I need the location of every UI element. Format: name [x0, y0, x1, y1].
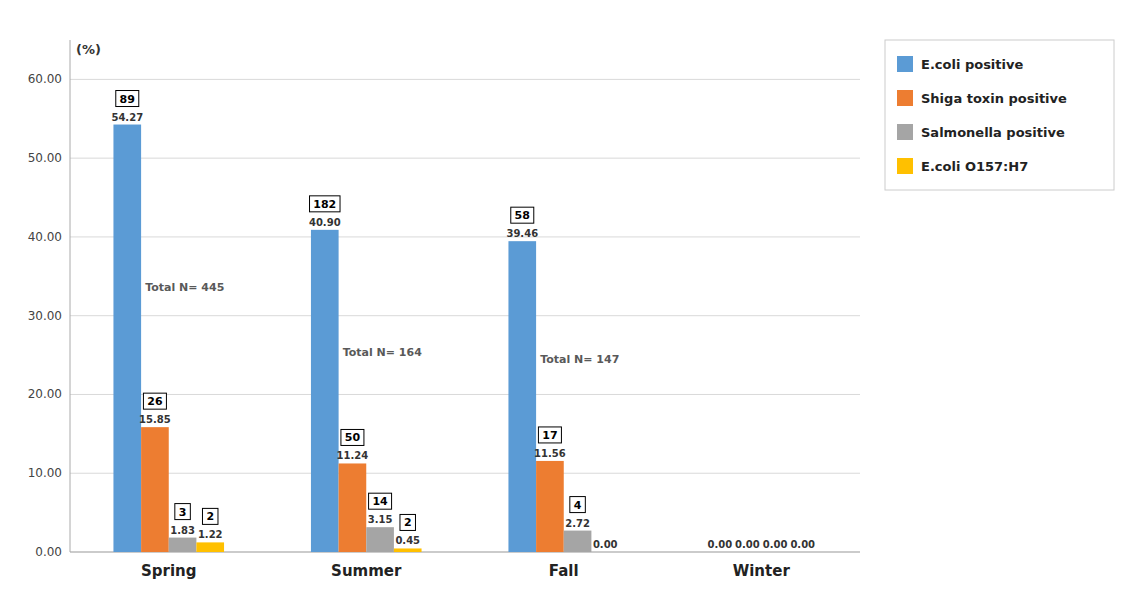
count-box — [116, 91, 139, 107]
y-tick-label: 30.00 — [28, 309, 62, 323]
y-tick-label: 40.00 — [28, 230, 62, 244]
legend-swatch — [897, 56, 913, 72]
bar — [311, 230, 339, 552]
count-label: 50 — [345, 431, 361, 444]
y-tick-label: 50.00 — [28, 151, 62, 165]
legend-swatch — [897, 158, 913, 174]
count-box — [400, 514, 416, 530]
legend-swatch — [897, 90, 913, 106]
bar — [113, 125, 141, 552]
legend-frame — [885, 40, 1114, 190]
count-box — [310, 196, 341, 212]
value-label: 39.46 — [506, 228, 538, 239]
bar — [394, 548, 422, 552]
y-tick-label: 0.00 — [35, 545, 62, 559]
x-tick-label: Summer — [331, 562, 402, 580]
bar — [706, 552, 734, 553]
grid-line — [70, 473, 860, 474]
count-label: 58 — [515, 209, 530, 222]
y-tick-label: 20.00 — [28, 387, 62, 401]
y-label: (%) — [76, 42, 101, 57]
count-box — [511, 207, 534, 223]
count-box — [369, 493, 392, 509]
bar — [339, 463, 367, 552]
count-box — [538, 427, 561, 443]
count-box — [202, 508, 218, 524]
bar — [169, 538, 197, 552]
value-label: 1.83 — [170, 525, 195, 536]
value-label: 11.56 — [534, 448, 566, 459]
x-tick-label: Spring — [141, 562, 197, 580]
y-tick-label: 10.00 — [28, 466, 62, 480]
count-box — [570, 497, 586, 513]
bar — [564, 531, 592, 552]
value-label: 0.00 — [790, 539, 815, 550]
bar — [366, 527, 394, 552]
value-label: 0.00 — [735, 539, 760, 550]
value-label: 1.22 — [198, 529, 223, 540]
value-label: 11.24 — [337, 450, 369, 461]
grid-line — [70, 236, 860, 237]
count-label: 182 — [313, 198, 336, 211]
count-label: 2 — [206, 510, 214, 523]
legend-label: Shiga toxin positive — [921, 91, 1067, 106]
grid-line — [70, 315, 860, 316]
total-label: Total N= 445 — [145, 281, 224, 294]
value-label: 0.00 — [593, 539, 618, 550]
total-label: Total N= 147 — [540, 353, 619, 366]
count-box — [175, 504, 191, 520]
value-label: 15.85 — [139, 414, 171, 425]
bar — [734, 552, 762, 553]
y-axis-line — [70, 40, 71, 552]
count-label: 4 — [574, 499, 582, 512]
bar — [141, 427, 169, 552]
count-label: 3 — [179, 506, 187, 519]
bar — [591, 552, 619, 553]
legend: E.coli positive Shiga toxin positive Salmo… — [885, 40, 1114, 190]
grid — [70, 79, 860, 552]
grid-line — [70, 158, 860, 159]
value-label: 40.90 — [309, 217, 341, 228]
value-label: 0.45 — [395, 535, 420, 546]
bars — [113, 125, 591, 552]
grid-line — [70, 394, 860, 395]
count-box — [143, 393, 166, 409]
bar — [536, 461, 564, 552]
count-label: 2 — [404, 516, 412, 529]
count-label: 17 — [542, 429, 557, 442]
legend-swatch — [897, 124, 913, 140]
labels: 54.27 89 40.90 182 39.46 58 0.00 15.85 26 11.24 50… — [111, 91, 815, 550]
value-label: 54.27 — [111, 112, 143, 123]
chart: 0.0010.0020.0030.0040.0050.0060.00(%)Spr… — [0, 0, 1126, 602]
total-label: Total N= 164 — [343, 346, 422, 359]
count-label: 14 — [372, 495, 388, 508]
x-tick-label: Fall — [549, 562, 579, 580]
grid-line — [70, 79, 860, 80]
y-tick-label: 60.00 — [28, 72, 62, 86]
legend-label: E.coli positive — [921, 57, 1023, 72]
bar — [761, 552, 789, 553]
bar — [508, 241, 536, 552]
x-tick-label: Winter — [733, 562, 791, 580]
count-box — [341, 429, 364, 445]
value-label: 0.00 — [763, 539, 788, 550]
value-label: 0.00 — [707, 539, 732, 550]
count-label: 26 — [147, 395, 163, 408]
legend-label: E.coli O157:H7 — [921, 159, 1028, 174]
value-label: 2.72 — [565, 518, 590, 529]
count-label: 89 — [120, 93, 135, 106]
bar — [196, 542, 224, 552]
legend-label: Salmonella positive — [921, 125, 1065, 140]
bar — [789, 552, 817, 553]
value-label: 3.15 — [368, 514, 393, 525]
